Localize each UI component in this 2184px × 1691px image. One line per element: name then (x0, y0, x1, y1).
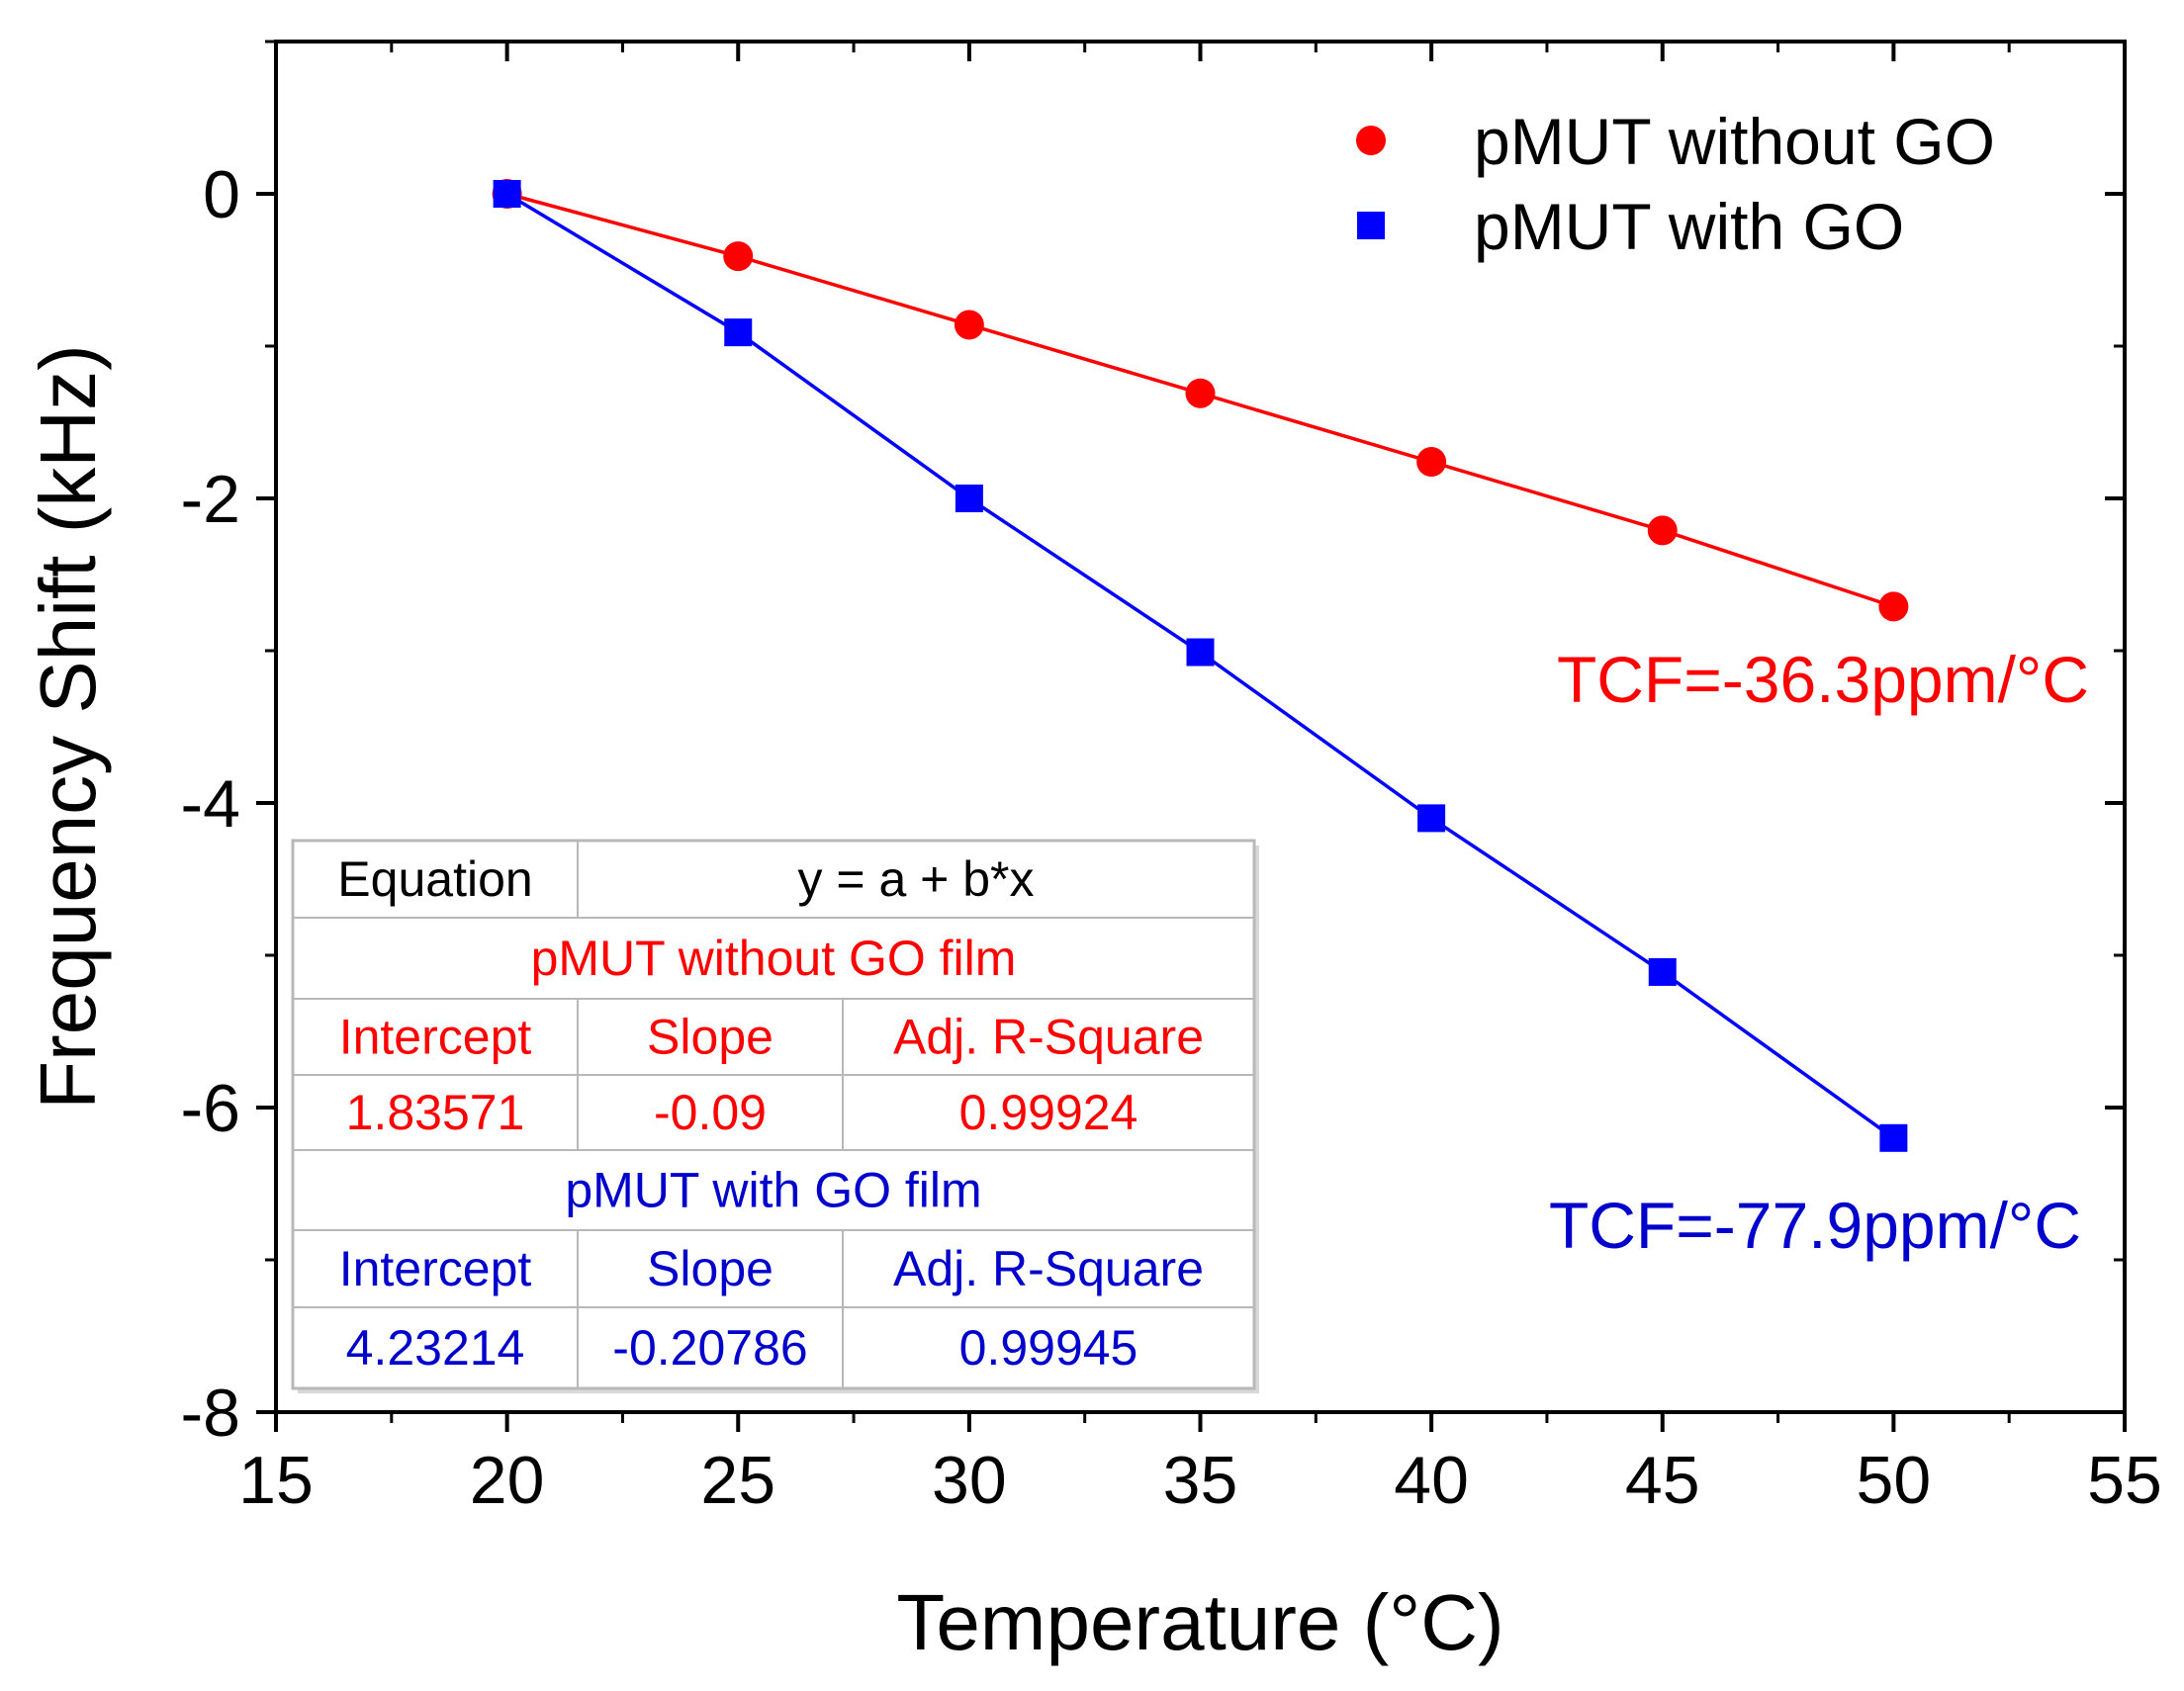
table-value-cell: 0.99945 (959, 1320, 1138, 1376)
data-point-square (955, 485, 983, 512)
y-tick-label: -8 (181, 1376, 240, 1451)
data-point-circle (1647, 515, 1678, 546)
table-frame (291, 839, 1256, 1390)
table-header-cell: Intercept (339, 1010, 532, 1065)
y-tick-label: -2 (181, 462, 240, 537)
tcf-annotation-without-go: TCF=-36.3ppm/°C (1557, 643, 2089, 716)
legend: pMUT without GO pMUT with GO (1356, 105, 1995, 263)
data-point-square (493, 180, 521, 208)
x-tick-label: 25 (700, 1443, 775, 1518)
x-tick-label: 20 (470, 1443, 545, 1518)
x-tick-label: 50 (1857, 1443, 1932, 1518)
plot-axes: 15 20 25 30 35 40 45 50 55 0 -2 -4 -6 -8 Temperature (… (24, 40, 2162, 1666)
table-group-title: pMUT without GO film (531, 931, 1017, 986)
data-point-circle (954, 310, 984, 340)
table-header-cell: Intercept (339, 1241, 532, 1296)
tcf-annotation-with-go: TCF=-77.9ppm/°C (1549, 1189, 2081, 1262)
data-point-square (724, 318, 753, 347)
table-header-cell: Adj. R-Square (893, 1010, 1204, 1065)
y-tick-label: 0 (203, 157, 240, 232)
table-value-cell: -0.09 (654, 1085, 767, 1140)
data-point-circle (1185, 378, 1216, 408)
legend-label: pMUT with GO (1474, 190, 1904, 263)
table-header-cell: Slope (647, 1010, 774, 1065)
y-tick-label: -6 (181, 1071, 240, 1146)
legend-marker-circle (1356, 126, 1386, 155)
x-tick-label: 40 (1394, 1443, 1469, 1518)
data-series (492, 179, 1909, 1152)
table-value-cell: 0.99924 (959, 1085, 1138, 1140)
table-value-cell: 4.23214 (346, 1320, 525, 1376)
table-header-cell: Adj. R-Square (893, 1241, 1204, 1296)
table-header-cell: Slope (647, 1241, 774, 1296)
x-axis-title: Temperature (°C) (896, 1578, 1503, 1666)
table-equation-label: Equation (337, 851, 532, 907)
legend-label: pMUT without GO (1474, 105, 1995, 178)
fit-table: Equation y = a + b*x pMUT without GO film I… (291, 839, 1259, 1393)
table-value-cell: -0.20786 (612, 1320, 807, 1376)
data-point-square (1648, 957, 1677, 986)
data-point-circle (1416, 447, 1447, 478)
table-value-cell: 1.83571 (346, 1085, 525, 1140)
table-group-title: pMUT with GO film (565, 1163, 981, 1218)
legend-marker-square (1357, 212, 1385, 239)
x-tick-label: 55 (2087, 1443, 2162, 1518)
data-point-square (1417, 804, 1446, 833)
x-tick-label: 30 (932, 1443, 1007, 1518)
y-tick-label: -4 (181, 766, 240, 842)
x-tick-label: 15 (238, 1443, 314, 1518)
y-axis-title: Frequency Shift (kHz) (24, 344, 112, 1110)
data-point-circle (723, 241, 754, 272)
data-point-circle (1878, 591, 1909, 622)
data-point-square (1186, 638, 1215, 667)
data-point-square (1879, 1123, 1908, 1152)
table-equation: y = a + b*x (797, 851, 1034, 907)
x-tick-label: 35 (1163, 1443, 1238, 1518)
x-tick-label: 45 (1625, 1443, 1700, 1518)
annotations: TCF=-36.3ppm/°C TCF=-77.9ppm/°C (1549, 643, 2089, 1262)
